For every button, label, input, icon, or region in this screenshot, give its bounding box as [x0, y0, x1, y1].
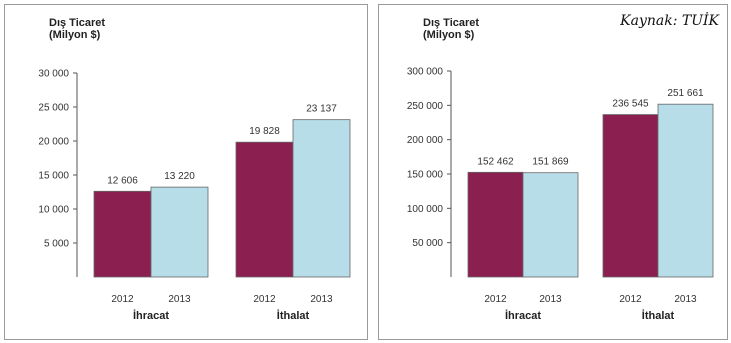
bar-İhracat-2012 — [93, 190, 152, 278]
x-category-label: 2013 — [674, 294, 697, 305]
y-tick-label: 5 000 — [44, 239, 69, 250]
x-category-label: 2012 — [253, 294, 276, 305]
y-axis-title: Dış Ticaret (Milyon $) — [49, 17, 105, 41]
x-category-label: 2013 — [310, 294, 333, 305]
bar-İhracat-2013 — [150, 186, 209, 278]
bar-İhracat-2013 — [522, 172, 579, 278]
data-label: 13 220 — [164, 171, 195, 182]
x-group-label: İhracat — [133, 309, 169, 322]
bar-İhracat-2012 — [467, 171, 524, 278]
y-tick-label: 250 000 — [407, 101, 444, 112]
x-group-label: İhracat — [505, 309, 541, 322]
x-category-label: 2012 — [619, 294, 642, 305]
data-label: 236 545 — [612, 99, 649, 110]
bar-İthalat-2013 — [657, 103, 714, 278]
y-tick-label: 200 000 — [407, 135, 444, 146]
y-axis-title-line2: (Milyon $) — [423, 29, 475, 41]
source-note: Kaynak: TUİK — [620, 13, 719, 29]
y-tick-label: 15 000 — [38, 171, 69, 182]
y-tick-label: 300 000 — [407, 67, 444, 78]
chart-panel-left: Dış Ticaret (Milyon $) 5 000 10 000 15 000… — [4, 4, 368, 340]
data-label: 19 828 — [249, 126, 280, 137]
y-tick-label: 25 000 — [38, 103, 69, 114]
x-group-label: İthalat — [277, 309, 310, 322]
y-axis-title: Dış Ticaret (Milyon $) — [423, 17, 479, 41]
x-category-label: 2012 — [111, 294, 134, 305]
data-label: 151 869 — [532, 157, 569, 168]
bar-İthalat-2013 — [292, 119, 351, 278]
chart-panel-right: Dış Ticaret (Milyon $) Kaynak: TUİK 50 0… — [378, 4, 728, 340]
x-group-label: İthalat — [642, 309, 675, 322]
y-tick-label: 10 000 — [38, 205, 69, 216]
y-axis-title-line1: Dış Ticaret — [49, 17, 106, 29]
data-label: 23 137 — [306, 104, 337, 115]
x-category-label: 2012 — [484, 294, 507, 305]
y-tick-label: 150 000 — [407, 170, 444, 181]
bar-chart-left: 5 000 10 000 15 000 20 000 25 000 30 000 12 60… — [38, 69, 351, 322]
y-axis-title-line2: (Milyon $) — [49, 29, 101, 41]
x-category-label: 2013 — [539, 294, 562, 305]
data-label: 251 661 — [667, 88, 704, 99]
data-label: 152 462 — [477, 156, 514, 167]
y-tick-label: 30 000 — [38, 69, 69, 80]
bar-İthalat-2012 — [235, 141, 294, 278]
bar-İthalat-2012 — [602, 114, 659, 278]
bar-chart-right: 50 000 100 000 150 000 200 000 250 000 300 00… — [407, 67, 714, 322]
y-axis-title-line1: Dış Ticaret — [423, 17, 480, 29]
y-tick-label: 20 000 — [38, 137, 69, 148]
data-label: 12 606 — [107, 175, 138, 186]
x-category-label: 2013 — [168, 294, 191, 305]
y-tick-label: 50 000 — [412, 238, 443, 249]
y-tick-label: 100 000 — [407, 204, 444, 215]
